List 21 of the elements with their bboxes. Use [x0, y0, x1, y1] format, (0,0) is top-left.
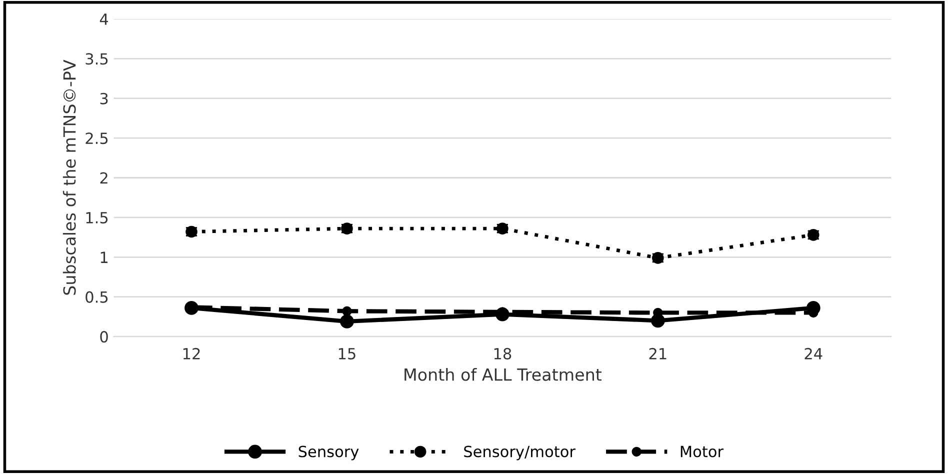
y-tick-label: 3.5 [86, 53, 108, 65]
y-tick-label: 4 [100, 14, 108, 25]
x-tick-label: 12 [183, 348, 200, 360]
y-tick-label: 0.5 [86, 291, 108, 303]
legend-label: Sensory [298, 446, 359, 460]
y-axis-title: Subscales of the mTNS©-PV [62, 60, 76, 295]
point [340, 314, 354, 328]
y-tick-label: 1 [100, 252, 108, 263]
x-tick-label: 21 [649, 348, 666, 360]
y-tick-label: 0 [100, 331, 108, 343]
x-tick-label: 15 [338, 348, 356, 360]
y-tick-label: 3 [100, 92, 108, 104]
y-tick-label: 2 [100, 172, 108, 184]
point [342, 306, 352, 316]
x-axis-title: Month of ALL Treatment [404, 368, 602, 381]
legend-label: Motor [680, 446, 724, 458]
y-tick-label: 1.5 [86, 212, 108, 224]
x-tick-label: 18 [494, 348, 512, 360]
y-tick-label: 2.5 [86, 132, 108, 144]
legend-label: Sensory/motor [464, 446, 576, 460]
x-tick-label: 24 [804, 348, 822, 360]
